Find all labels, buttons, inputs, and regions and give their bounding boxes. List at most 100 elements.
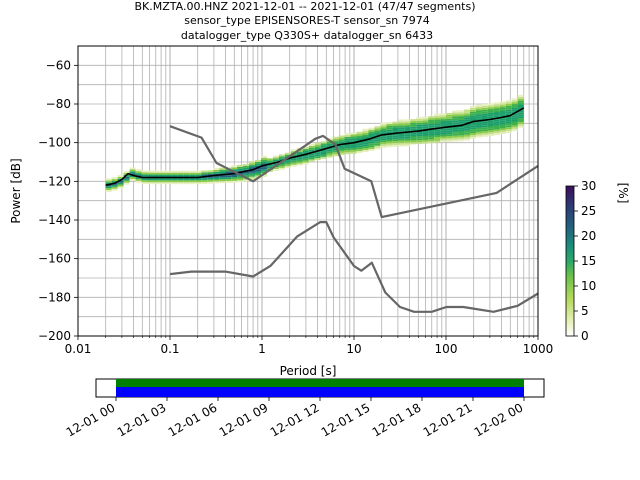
heatmap-cell: [314, 154, 321, 157]
heatmap-cell: [195, 170, 202, 173]
heatmap-cell: [517, 102, 524, 105]
heatmap-cell: [368, 145, 375, 148]
heatmap-cell: [320, 143, 327, 146]
colorbar: 0 5 10 15 20 25 30 [%]: [565, 179, 630, 343]
heatmap-cell: [422, 124, 429, 127]
heatmap-cell: [469, 105, 476, 108]
heatmap-cell: [475, 108, 482, 111]
heatmap-cell: [338, 141, 345, 144]
heatmap-cell: [362, 130, 369, 133]
heatmap-cell: [487, 112, 494, 115]
heatmap-cell: [410, 128, 417, 131]
heatmap-cell: [416, 120, 423, 123]
coverage-bar-green: [116, 379, 524, 387]
heatmap-cell: [404, 136, 411, 139]
heatmap-cell: [332, 152, 339, 155]
heatmap-cell: [296, 155, 303, 158]
heatmap-cell: [105, 182, 112, 185]
heatmap-cell: [475, 131, 482, 134]
heatmap-cell: [446, 138, 453, 140]
y-tick-label: −60: [46, 58, 71, 72]
heatmap-cell: [195, 178, 202, 181]
heatmap-cell: [237, 164, 244, 167]
heatmap-cell: [398, 138, 405, 141]
heatmap-cell: [446, 124, 453, 127]
heatmap-cell: [153, 182, 160, 185]
heatmap-cell: [207, 172, 214, 175]
heatmap-cell: [475, 129, 482, 132]
time-tick-label: 12-01 18: [370, 400, 424, 439]
heatmap-cell: [362, 136, 369, 139]
heatmap-cell: [356, 135, 363, 138]
heatmap-cell: [183, 170, 190, 173]
heatmap-cell: [296, 157, 303, 160]
heatmap-cell: [254, 167, 261, 170]
heatmap-cell: [332, 140, 339, 143]
heatmap-cell: [475, 116, 482, 119]
heatmap-cell: [481, 129, 488, 132]
heatmap-cell: [416, 126, 423, 129]
heatmap-cell: [398, 144, 405, 147]
heatmap-cell: [481, 111, 488, 114]
heatmap-cell: [499, 112, 506, 115]
heatmap-cell: [207, 174, 214, 176]
heatmap-cell: [362, 142, 369, 145]
heatmap-cell: [278, 163, 285, 166]
heatmap-cell: [487, 105, 494, 108]
heatmap-cell: [493, 113, 500, 116]
heatmap-cell: [464, 125, 470, 127]
heatmap-cell: [302, 147, 309, 150]
heatmap-cell: [511, 125, 518, 128]
heatmap-cell: [487, 126, 494, 129]
heatmap-cell: [410, 121, 417, 124]
heatmap-cell: [469, 123, 476, 126]
heatmap-cell: [410, 119, 417, 122]
heatmap-cell: [219, 179, 226, 182]
heatmap-cell: [404, 125, 411, 128]
heatmap-cell: [458, 131, 465, 134]
heatmap-cell: [147, 182, 154, 185]
heatmap-cell: [350, 149, 357, 152]
heatmap-cell: [225, 181, 232, 183]
heatmap-cell: [284, 154, 291, 157]
heatmap-cell: [493, 129, 500, 132]
heatmap-cell: [254, 163, 261, 166]
title-line-1: BK.MZTA.00.HNZ 2021-12-01 -- 2021-12-01 …: [134, 0, 475, 13]
heatmap-cell: [272, 159, 279, 162]
heatmap-cell: [434, 129, 441, 132]
heatmap-cell: [446, 120, 453, 123]
heatmap-cell: [368, 139, 375, 142]
heatmap-cell: [452, 112, 459, 115]
heatmap-cell: [213, 177, 220, 180]
heatmap-cell: [511, 127, 518, 130]
heatmap-cell: [493, 112, 500, 114]
heatmap-cell: [117, 184, 124, 187]
heatmap-cell: [159, 180, 166, 183]
heatmap-cell: [254, 169, 261, 172]
heatmap-cell: [278, 167, 285, 170]
heatmap-cell: [499, 132, 506, 135]
heatmap-cell: [201, 182, 208, 185]
heatmap-cell: [243, 164, 250, 166]
heatmap-cell: [338, 137, 345, 140]
heatmap-cell: [481, 123, 488, 126]
heatmap-cell: [171, 178, 178, 181]
heatmap-cell: [434, 119, 441, 122]
heatmap-cell: [165, 174, 172, 177]
x-tick-label: 0.01: [65, 342, 92, 356]
heatmap-cell: [207, 179, 214, 182]
heatmap-cell: [517, 120, 524, 122]
heatmap-cell: [475, 122, 482, 125]
heatmap-cell: [416, 134, 423, 137]
heatmap-cell: [505, 117, 512, 120]
heatmap-cell: [481, 107, 488, 110]
heatmap-cell: [452, 133, 459, 136]
heatmap-cell: [249, 176, 255, 179]
heatmap-cell: [308, 159, 315, 162]
heatmap-cell: [368, 129, 375, 132]
heatmap-cell: [392, 125, 399, 128]
heatmap-cell: [147, 172, 154, 175]
heatmap-cell: [159, 174, 166, 177]
heatmap-cell: [159, 182, 166, 185]
heatmap-cell: [320, 141, 327, 144]
